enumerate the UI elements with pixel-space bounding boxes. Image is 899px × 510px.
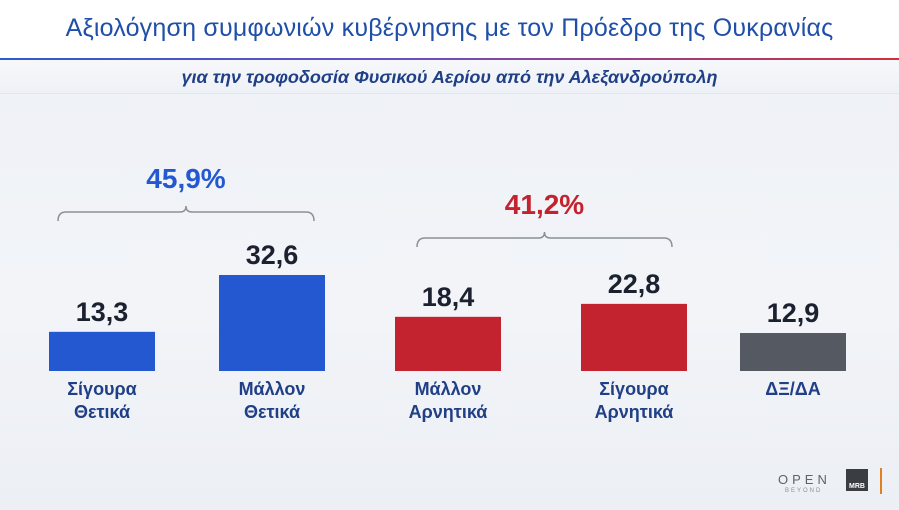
page-title: Αξιολόγηση συμφωνιών κυβέρνησης με τον Π… <box>65 14 834 42</box>
pollster-logo: MRB <box>846 469 868 491</box>
page-subtitle: για την τροφοδοσία Φυσικού Αερίου από τη… <box>181 67 718 87</box>
category-label-1-1: Θετικά <box>244 402 300 422</box>
category-label-0-0: Σίγουρα <box>67 379 137 399</box>
title-bar <box>0 0 899 60</box>
bar-0 <box>49 331 155 371</box>
subtitle-bar <box>0 60 899 94</box>
data-label-2: 18,4 <box>422 282 475 312</box>
bar-1 <box>219 275 325 371</box>
data-label-1: 32,6 <box>246 240 299 270</box>
category-label-2-1: Αρνητικά <box>409 402 488 422</box>
category-label-4-0: ΔΞ/ΔΑ <box>765 379 820 399</box>
bar-4 <box>740 333 846 371</box>
group-total-label-1: 41,2% <box>505 189 584 220</box>
data-label-3: 22,8 <box>608 269 661 299</box>
group-total-label-0: 45,9% <box>146 163 225 194</box>
bar-2 <box>395 316 501 371</box>
data-label-0: 13,3 <box>76 297 129 327</box>
group-bracket-1 <box>416 231 673 248</box>
category-label-0-1: Θετικά <box>74 402 130 422</box>
group-bracket-0 <box>57 205 315 222</box>
category-label-2-0: Μάλλον <box>415 379 482 399</box>
category-label-3-0: Σίγουρα <box>599 379 669 399</box>
channel-logo: OPEN <box>778 472 831 487</box>
data-label-4: 12,9 <box>767 298 820 328</box>
logo-separator <box>880 468 882 494</box>
category-label-1-0: Μάλλον <box>239 379 306 399</box>
channel-logo-tagline: BEYOND <box>785 488 823 494</box>
bar-3 <box>581 303 687 371</box>
category-label-3-1: Αρνητικά <box>595 402 674 422</box>
